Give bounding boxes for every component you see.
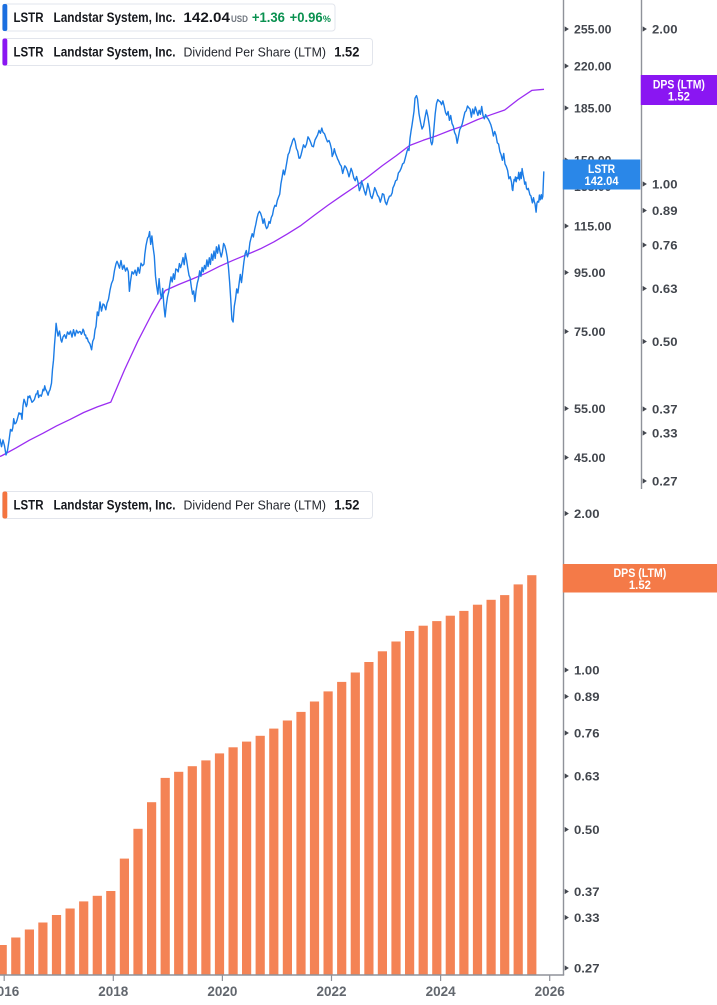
svg-text:2018: 2018 — [98, 984, 129, 999]
svg-text:45.00: 45.00 — [574, 451, 606, 465]
svg-text:0.27: 0.27 — [652, 474, 678, 488]
svg-text:1.00: 1.00 — [574, 663, 600, 677]
svg-text:Landstar System, Inc.: Landstar System, Inc. — [54, 45, 176, 60]
svg-text:0.89: 0.89 — [574, 690, 600, 704]
svg-text:2020: 2020 — [207, 984, 237, 999]
svg-text:0.76: 0.76 — [652, 238, 678, 252]
svg-text:95.00: 95.00 — [574, 266, 606, 280]
svg-text:220.00: 220.00 — [574, 59, 612, 73]
svg-text:2.00: 2.00 — [652, 22, 678, 36]
svg-text:LSTR: LSTR — [14, 498, 44, 513]
svg-text:2024: 2024 — [426, 984, 457, 999]
svg-text:75.00: 75.00 — [574, 325, 606, 339]
svg-text:USD: USD — [231, 14, 248, 24]
svg-text:185.00: 185.00 — [574, 101, 612, 115]
svg-text:1.52: 1.52 — [668, 92, 690, 104]
svg-text:1.52: 1.52 — [629, 580, 651, 592]
svg-text:LSTR: LSTR — [588, 164, 616, 176]
svg-text:DPS (LTM): DPS (LTM) — [614, 568, 667, 580]
svg-text:142.04: 142.04 — [585, 176, 620, 188]
svg-text:Dividend Per Share (LTM): Dividend Per Share (LTM) — [184, 498, 327, 513]
svg-text:2016: 2016 — [0, 984, 20, 999]
svg-text:+1.36: +1.36 — [252, 10, 285, 25]
svg-text:0.63: 0.63 — [574, 769, 600, 783]
svg-text:+0.96: +0.96 — [290, 10, 323, 25]
svg-text:Dividend Per Share (LTM): Dividend Per Share (LTM) — [184, 45, 327, 60]
svg-text:Landstar System, Inc.: Landstar System, Inc. — [54, 498, 176, 513]
svg-text:LSTR: LSTR — [14, 45, 44, 60]
svg-text:1.52: 1.52 — [334, 498, 359, 513]
svg-text:LSTR: LSTR — [14, 10, 44, 25]
svg-text:255.00: 255.00 — [574, 22, 612, 36]
svg-text:115.00: 115.00 — [574, 219, 612, 233]
svg-text:0.50: 0.50 — [574, 823, 600, 837]
svg-text:0.50: 0.50 — [652, 335, 678, 349]
svg-text:142.04: 142.04 — [183, 10, 230, 25]
svg-text:%: % — [323, 14, 332, 25]
svg-text:0.33: 0.33 — [574, 911, 600, 925]
svg-text:1.00: 1.00 — [652, 177, 678, 191]
svg-text:0.27: 0.27 — [574, 961, 600, 975]
svg-text:2026: 2026 — [535, 984, 566, 999]
svg-text:0.76: 0.76 — [574, 726, 600, 740]
svg-text:2.00: 2.00 — [574, 507, 600, 521]
svg-text:55.00: 55.00 — [574, 402, 606, 416]
svg-text:0.37: 0.37 — [652, 402, 678, 416]
svg-text:DPS (LTM): DPS (LTM) — [653, 80, 705, 92]
svg-text:0.63: 0.63 — [652, 282, 678, 296]
svg-text:1.52: 1.52 — [334, 45, 359, 60]
svg-text:0.89: 0.89 — [652, 204, 678, 218]
svg-text:2022: 2022 — [316, 984, 346, 999]
svg-text:0.33: 0.33 — [652, 426, 678, 440]
svg-text:0.37: 0.37 — [574, 885, 600, 899]
svg-text:Landstar System, Inc.: Landstar System, Inc. — [54, 10, 176, 25]
